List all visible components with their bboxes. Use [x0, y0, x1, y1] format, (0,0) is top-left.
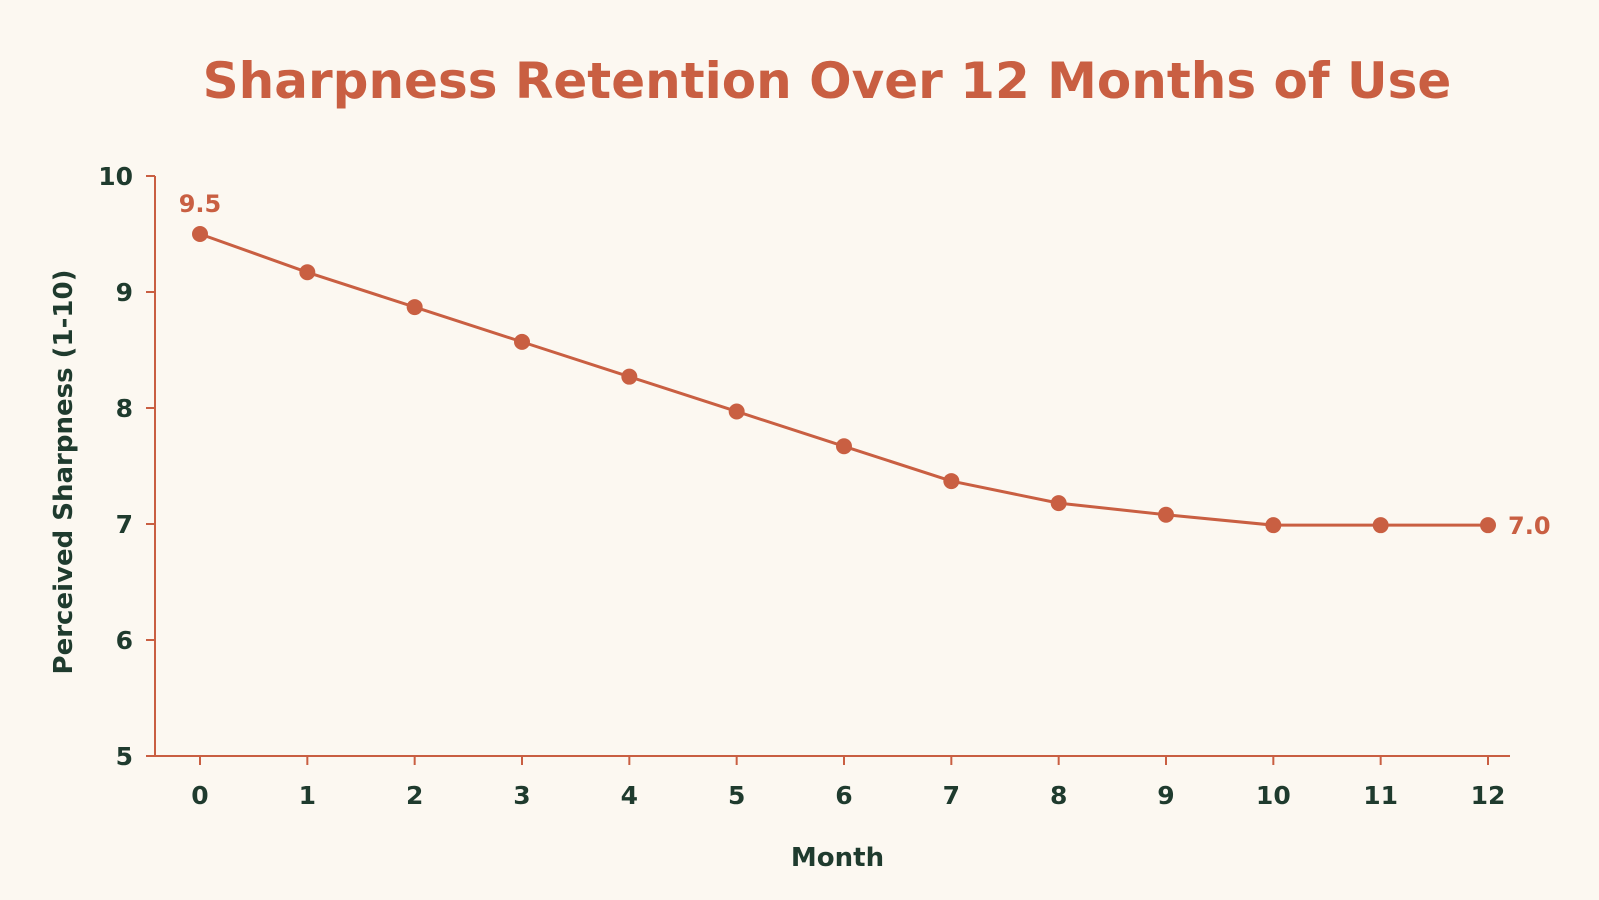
axes	[154, 176, 1510, 757]
series-group: 9.5 7.0	[179, 190, 1551, 540]
y-tick-label: 10	[98, 162, 133, 191]
x-tick-label: 9	[1157, 781, 1174, 810]
y-axis-ticks: 5 6 7 8 9 10	[98, 162, 155, 771]
series-line	[198, 232, 1490, 527]
x-axis-label: Month	[791, 843, 884, 873]
y-tick-label: 8	[116, 394, 133, 423]
x-tick-label: 4	[621, 781, 638, 810]
data-point	[943, 473, 960, 490]
data-point	[1480, 517, 1496, 534]
x-tick-label: 10	[1256, 781, 1291, 810]
chart-title: Sharpness Retention Over 12 Months of Us…	[203, 52, 1452, 110]
x-tick-label: 8	[1050, 781, 1067, 810]
x-tick-label: 2	[406, 781, 423, 810]
data-point	[1372, 517, 1389, 534]
data-point	[836, 438, 852, 455]
x-tick-label: 12	[1471, 781, 1506, 810]
data-point	[299, 264, 316, 281]
x-axis-ticks: 0 1 2 3 4 5 6 7 8 9 10 11 12	[191, 756, 1505, 810]
x-tick-label: 0	[191, 781, 208, 810]
data-point	[621, 368, 638, 385]
data-point	[1050, 495, 1067, 512]
x-tick-label: 7	[943, 781, 960, 810]
data-point	[728, 403, 745, 420]
data-point	[406, 299, 423, 316]
y-tick-label: 9	[116, 278, 133, 307]
x-tick-label: 3	[513, 781, 530, 810]
x-tick-label: 6	[835, 781, 852, 810]
y-tick-label: 6	[116, 626, 133, 655]
y-axis-label: Perceived Sharpness (1-10)	[49, 270, 79, 675]
data-point	[1158, 506, 1174, 523]
x-tick-label: 5	[728, 781, 745, 810]
data-point	[1265, 517, 1282, 534]
data-point	[514, 333, 530, 350]
data-label: 7.0	[1508, 512, 1551, 540]
x-tick-label: 11	[1363, 781, 1398, 810]
data-point	[192, 226, 208, 242]
data-label: 9.5	[179, 190, 222, 218]
x-tick-label: 1	[299, 781, 316, 810]
y-tick-label: 7	[116, 510, 133, 539]
y-tick-label: 5	[116, 742, 133, 771]
